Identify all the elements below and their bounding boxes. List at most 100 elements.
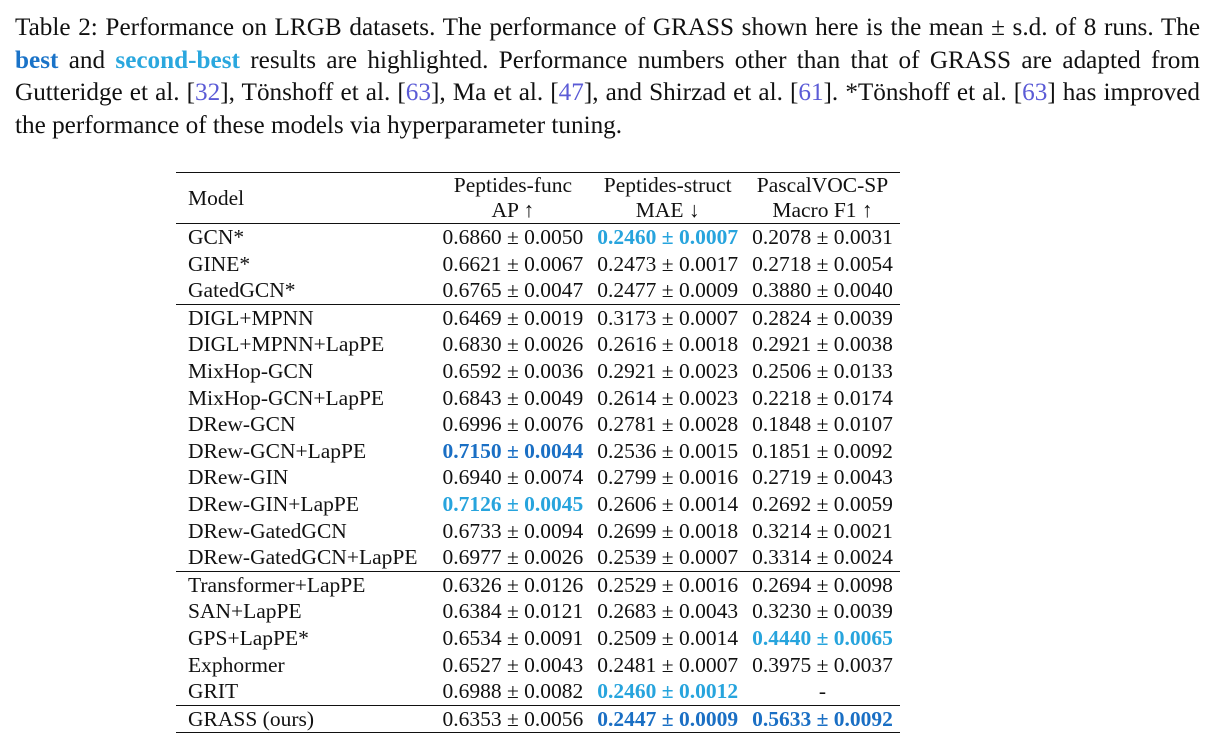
metric-value-cell: 0.2614 ± 0.0023 bbox=[597, 385, 739, 410]
metric-header-ap: AP ↑ bbox=[435, 198, 591, 224]
table-row: DIGL+MPNN+LapPE 0.6830 ± 0.0026 0.2616 ± 0… bbox=[176, 331, 900, 358]
model-name-cell: DIGL+MPNN bbox=[176, 303, 436, 332]
metric-value-cell: 0.2616 ± 0.0018 bbox=[597, 332, 739, 357]
table-row: DRew-GIN+LapPE 0.7126 ± 0.0045 0.2606 ± 0.… bbox=[176, 491, 900, 518]
citation-link[interactable]: 32 bbox=[195, 79, 221, 106]
table-row: DRew-GIN 0.6940 ± 0.0074 0.2799 ± 0.0016 0.… bbox=[176, 464, 900, 491]
table-row: SAN+LapPE 0.6384 ± 0.0121 0.2683 ± 0.0043 0… bbox=[176, 598, 900, 625]
model-name-cell: GPS+LapPE* bbox=[188, 625, 309, 650]
model-name-cell: DRew-GIN+LapPE bbox=[188, 491, 359, 516]
citation-link[interactable]: 63 bbox=[405, 79, 431, 106]
table-header: Model Peptides-func Peptides-struct Pasc… bbox=[176, 172, 900, 224]
caption-text: ], and Shirzad et al. [ bbox=[583, 79, 799, 106]
metric-value-cell: 0.3214 ± 0.0021 bbox=[752, 518, 893, 543]
metric-value-cell: 0.6469 ± 0.0019 bbox=[435, 303, 591, 332]
model-name-cell: Transformer+LapPE bbox=[176, 570, 436, 599]
metric-value-cell: 0.2921 ± 0.0038 bbox=[752, 332, 893, 357]
table-body: GCN* 0.6860 ± 0.0050 0.2460 ± 0.0007 0.2078… bbox=[176, 224, 900, 734]
metric-value-cell: 0.2799 ± 0.0016 bbox=[597, 465, 739, 490]
metric-value-cell: 0.7150 ± 0.0044 bbox=[442, 438, 584, 463]
metric-value-cell: 0.6940 ± 0.0074 bbox=[442, 465, 584, 490]
model-name-cell: DIGL+MPNN+LapPE bbox=[188, 332, 385, 357]
table-row: DRew-GatedGCN+LapPE 0.6977 ± 0.0026 0.2539… bbox=[176, 544, 900, 571]
citation-link[interactable]: 63 bbox=[1022, 79, 1048, 106]
table-row: GRIT 0.6988 ± 0.0082 0.2460 ± 0.0012 - bbox=[176, 678, 900, 705]
table-row: GINE* 0.6621 ± 0.0067 0.2473 ± 0.0017 0.271… bbox=[176, 251, 900, 278]
metric-value-cell: 0.2536 ± 0.0015 bbox=[597, 438, 739, 463]
metric-value-cell: 0.6765 ± 0.0047 bbox=[442, 278, 584, 303]
model-name-cell: MixHop-GCN bbox=[188, 358, 314, 383]
caption-text: and bbox=[58, 46, 116, 74]
caption-text: ], Ma et al. [ bbox=[430, 79, 559, 106]
metric-value-cell: 0.3173 ± 0.0007 bbox=[590, 303, 746, 332]
table-row: DIGL+MPNN 0.6469 ± 0.0019 0.3173 ± 0.0007 0… bbox=[176, 303, 900, 332]
metric-value-cell: 0.7126 ± 0.0045 bbox=[442, 491, 584, 516]
metric-header-macro-f1: Macro F1 ↑ bbox=[745, 198, 900, 224]
model-name-cell: DRew-GatedGCN bbox=[188, 518, 347, 543]
model-column-header: Model bbox=[176, 172, 436, 224]
metric-value-cell: 0.2824 ± 0.0039 bbox=[745, 303, 900, 332]
metric-value-cell: 0.2781 ± 0.0028 bbox=[597, 412, 739, 437]
caption-text: ] has improved the performance of these … bbox=[15, 79, 1201, 139]
dataset-header-peptides-func: Peptides-func bbox=[435, 172, 591, 198]
model-name-cell: Exphormer bbox=[188, 652, 285, 677]
model-name-cell: GINE* bbox=[188, 251, 251, 276]
citation-link[interactable]: 61 bbox=[798, 79, 824, 106]
model-name-cell: GRIT bbox=[188, 679, 239, 704]
metric-value-cell: 0.2606 ± 0.0014 bbox=[597, 491, 739, 516]
table-row: DRew-GatedGCN 0.6733 ± 0.0094 0.2699 ± 0.0… bbox=[176, 518, 900, 545]
metric-value-cell: 0.6326 ± 0.0126 bbox=[435, 570, 591, 599]
metric-value-cell: 0.2477 ± 0.0009 bbox=[597, 278, 739, 303]
metric-value-cell: 0.1848 ± 0.0107 bbox=[752, 412, 893, 437]
metric-value-cell: 0.2699 ± 0.0018 bbox=[597, 518, 739, 543]
metric-value-cell: 0.6843 ± 0.0049 bbox=[442, 385, 584, 410]
metric-value-cell: 0.2218 ± 0.0174 bbox=[752, 385, 893, 410]
metric-value-cell: 0.6353 ± 0.0056 bbox=[435, 704, 591, 734]
model-name-cell: DRew-GCN bbox=[188, 412, 296, 437]
metric-value-cell: 0.6977 ± 0.0026 bbox=[442, 545, 584, 570]
dataset-header-pascalvoc-sp: PascalVOC-SP bbox=[745, 172, 900, 198]
metric-header-mae: MAE ↓ bbox=[590, 198, 746, 224]
model-name-cell: DRew-GatedGCN+LapPE bbox=[188, 545, 418, 570]
metric-value-cell: - bbox=[818, 679, 827, 704]
metric-value-cell: 0.2078 ± 0.0031 bbox=[752, 225, 893, 249]
metric-value-cell: 0.3975 ± 0.0037 bbox=[752, 652, 893, 677]
metric-value-cell: 0.2447 ± 0.0009 bbox=[590, 704, 746, 734]
caption-text: ], Tönshoff et al. [ bbox=[220, 79, 406, 106]
table-row: DRew-GCN+LapPE 0.7150 ± 0.0044 0.2536 ± 0.… bbox=[176, 438, 900, 465]
model-name-cell: DRew-GIN bbox=[188, 465, 289, 490]
metric-value-cell: 0.2473 ± 0.0017 bbox=[597, 251, 739, 276]
header-row-datasets: Model Peptides-func Peptides-struct Pasc… bbox=[176, 172, 900, 224]
table-row: GatedGCN* 0.6765 ± 0.0047 0.2477 ± 0.0009 0… bbox=[176, 277, 900, 304]
model-name-cell: GatedGCN* bbox=[188, 278, 296, 303]
citation-link[interactable]: 47 bbox=[558, 79, 584, 106]
dataset-header-peptides-struct: Peptides-struct bbox=[590, 172, 746, 198]
metric-value-cell: 0.6988 ± 0.0082 bbox=[442, 679, 584, 704]
metric-value-cell: 0.6592 ± 0.0036 bbox=[442, 358, 584, 383]
metric-value-cell: 0.2719 ± 0.0043 bbox=[752, 465, 893, 490]
model-name-cell: SAN+LapPE bbox=[188, 599, 302, 624]
caption-text: ]. *Tönshoff et al. [ bbox=[823, 79, 1023, 106]
table-caption: Table 2: Performance on LRGB datasets. T… bbox=[15, 12, 1200, 142]
caption-text: results are highlighted. Performance num… bbox=[15, 46, 1200, 107]
metric-value-cell: 0.6534 ± 0.0091 bbox=[442, 625, 584, 650]
metric-value-cell: 0.2683 ± 0.0043 bbox=[597, 599, 739, 624]
metric-value-cell: 0.2460 ± 0.0007 bbox=[597, 225, 739, 249]
metric-value-cell: 0.2506 ± 0.0133 bbox=[752, 358, 893, 383]
results-table: Model Peptides-func Peptides-struct Pasc… bbox=[176, 172, 900, 734]
model-name-cell: GRASS (ours) bbox=[176, 704, 436, 734]
metric-value-cell: 0.6621 ± 0.0067 bbox=[442, 251, 584, 276]
caption-best-label: best bbox=[15, 46, 59, 74]
table-row: DRew-GCN 0.6996 ± 0.0076 0.2781 ± 0.0028 0.… bbox=[176, 411, 900, 438]
table-row: GRASS (ours) 0.6353 ± 0.0056 0.2447 ± 0.00… bbox=[176, 704, 900, 734]
metric-value-cell: 0.6527 ± 0.0043 bbox=[442, 652, 584, 677]
metric-value-cell: 0.2529 ± 0.0016 bbox=[590, 570, 746, 599]
model-name-cell: DRew-GCN+LapPE bbox=[188, 438, 367, 463]
metric-value-cell: 0.6996 ± 0.0076 bbox=[442, 412, 584, 437]
metric-value-cell: 0.2509 ± 0.0014 bbox=[597, 625, 739, 650]
caption-text: Table 2: Performance on LRGB datasets. T… bbox=[15, 14, 1200, 41]
metric-value-cell: 0.2481 ± 0.0007 bbox=[597, 652, 739, 677]
table-row: MixHop-GCN+LapPE 0.6843 ± 0.0049 0.2614 ± … bbox=[176, 385, 900, 412]
table-row: Transformer+LapPE 0.6326 ± 0.0126 0.2529 ±… bbox=[176, 570, 900, 599]
metric-value-cell: 0.2921 ± 0.0023 bbox=[597, 358, 739, 383]
